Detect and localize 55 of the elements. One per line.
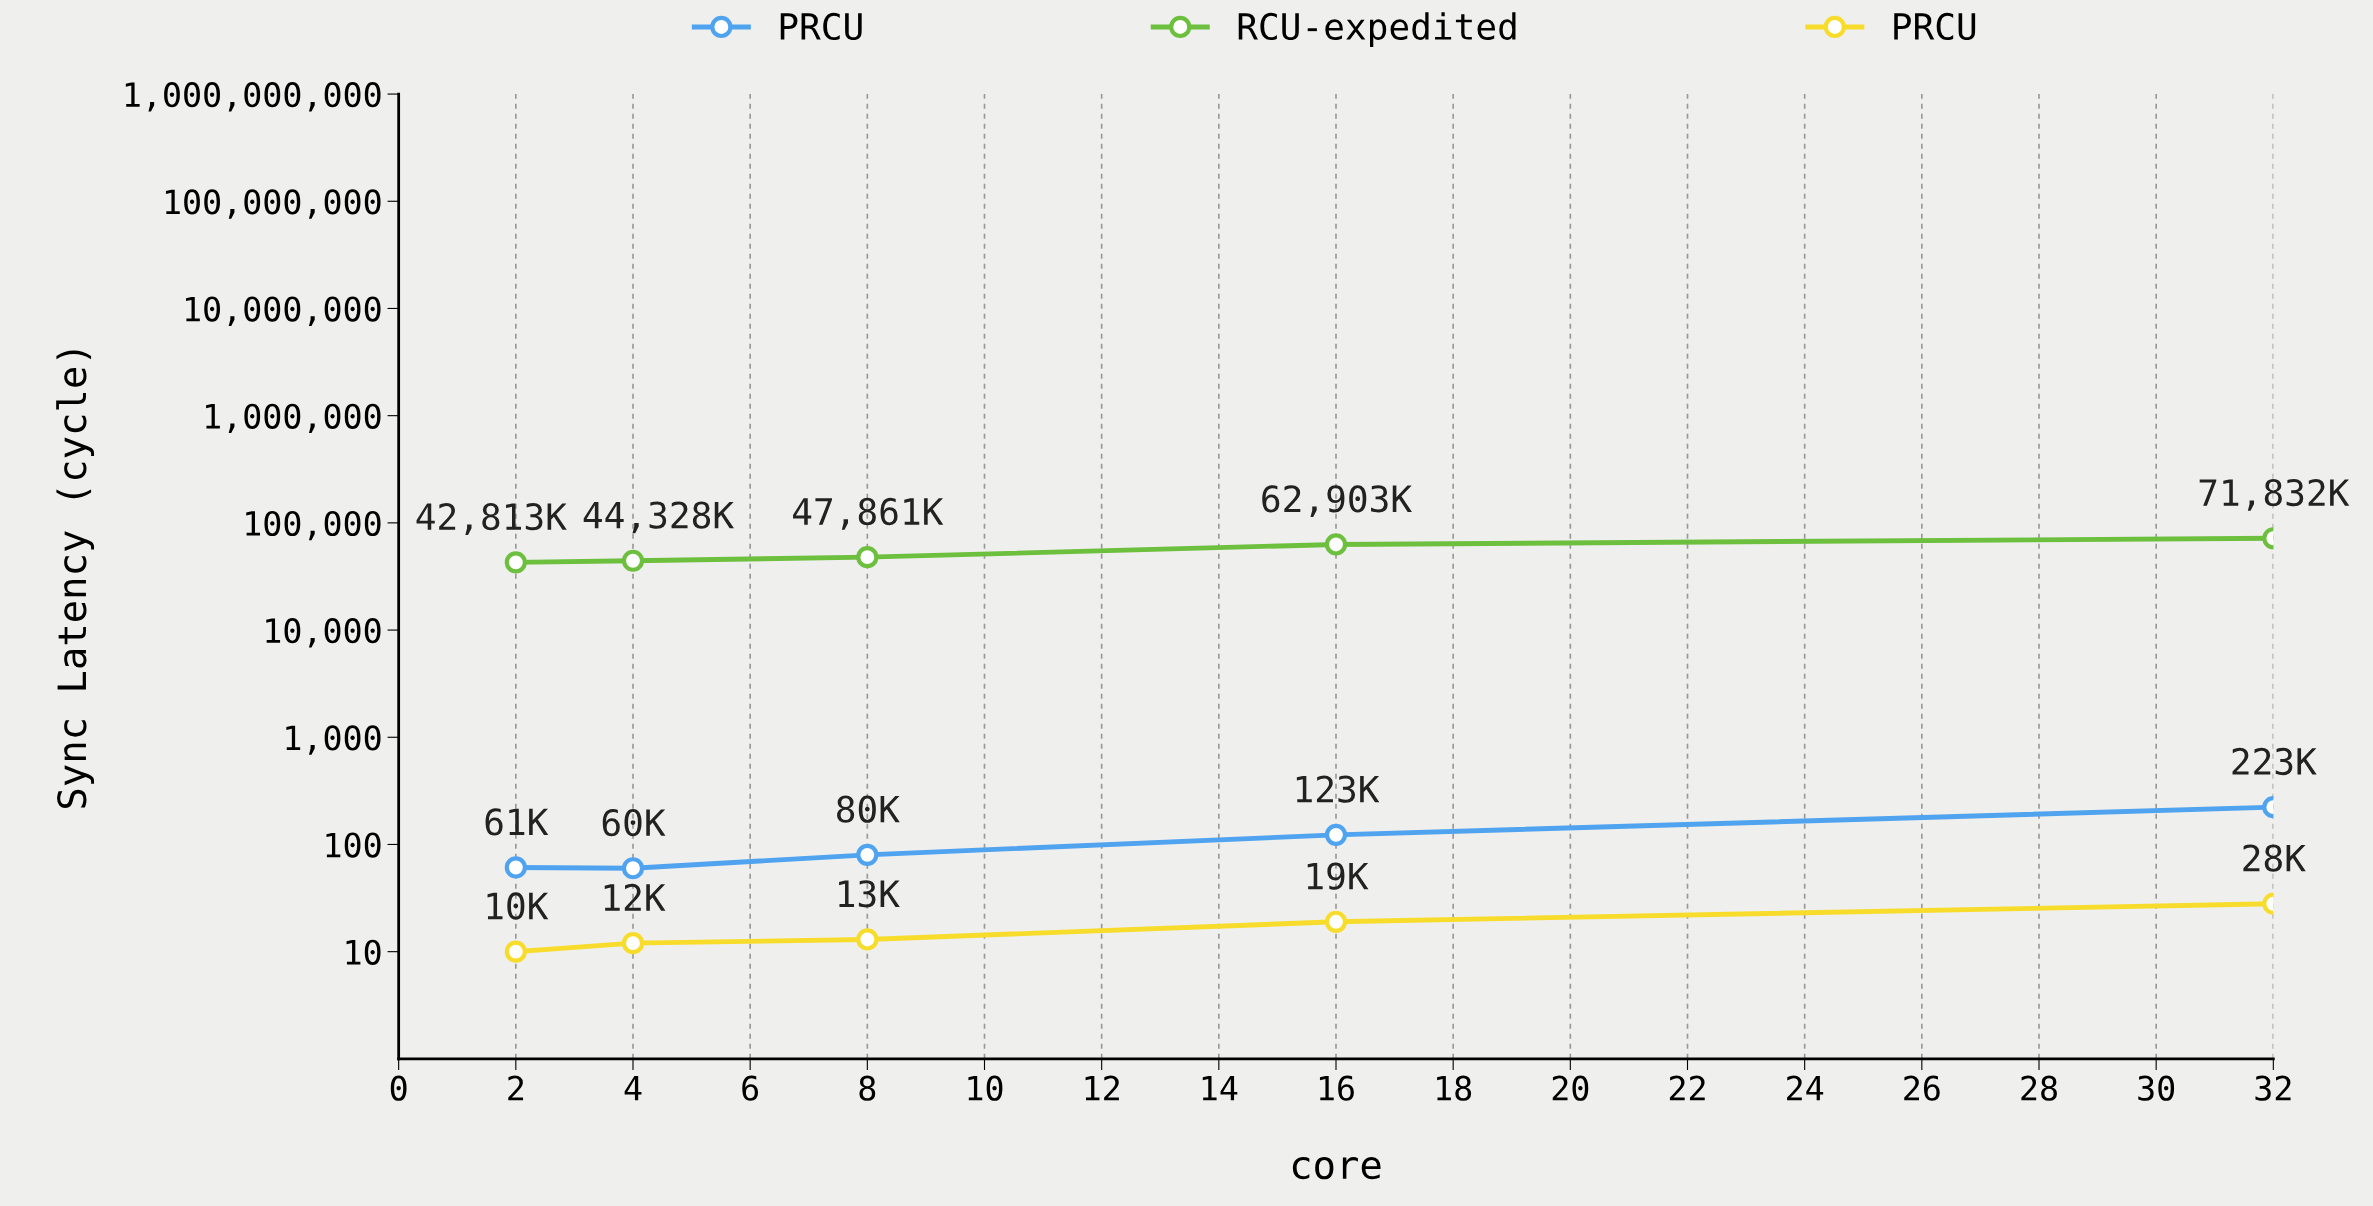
point xyxy=(856,843,879,866)
point xyxy=(504,940,527,963)
y-tick-label: 10,000 xyxy=(266,618,381,648)
x-tick-label: 20 xyxy=(1552,1075,1589,1101)
data-label: 47,861K xyxy=(793,497,944,530)
y-tick-label: 100,000,000 xyxy=(165,189,381,219)
data-label: 71,832K xyxy=(2199,478,2350,511)
point xyxy=(504,551,527,574)
data-label: 44,328K xyxy=(583,501,734,534)
x-tick-label: 4 xyxy=(624,1076,642,1101)
data-label: 223K xyxy=(2232,747,2317,776)
x-tick-label: 16 xyxy=(1319,1075,1354,1101)
data-label: 13K xyxy=(839,880,900,908)
x-tick-label: 0 xyxy=(390,1075,407,1101)
data-label: 12K xyxy=(604,883,666,911)
y-tick-label: 100 xyxy=(326,832,381,858)
data-label: 28K xyxy=(2243,844,2306,872)
x-tick-label: 26 xyxy=(1904,1075,1940,1101)
data-label: 42,813K xyxy=(416,503,567,535)
x-tick-label: 8 xyxy=(859,1075,876,1101)
x-tick-label: 18 xyxy=(1437,1075,1472,1101)
x-tick-label: 14 xyxy=(1202,1076,1238,1101)
x-tick-label: 6 xyxy=(742,1075,759,1101)
data-label: 62,903K xyxy=(1262,485,1412,517)
legend-label: PRCU xyxy=(1894,12,1976,41)
x-tick-label: 22 xyxy=(1669,1075,1705,1101)
y-tick-label: 1,000,000,000 xyxy=(125,82,381,112)
y-tick-label: 10,000,000 xyxy=(186,296,381,326)
legend-label: PRCU xyxy=(780,12,862,41)
y-tick-label: 10 xyxy=(346,939,381,965)
point xyxy=(856,546,879,569)
x-tick-label: 2 xyxy=(508,1075,524,1101)
data-label: 60K xyxy=(602,808,666,837)
data-label: 10K xyxy=(487,892,549,920)
x-tick-label: 32 xyxy=(2255,1075,2291,1101)
point xyxy=(621,857,645,880)
x-axis-title: core xyxy=(1292,1156,1381,1180)
y-axis-title: Sync Latency (cycle) xyxy=(56,350,95,808)
data-label: 19K xyxy=(1307,862,1369,890)
point xyxy=(504,856,527,879)
legend-label: RCU-expedited xyxy=(1238,12,1516,48)
data-label: 61K xyxy=(485,808,549,836)
y-tick-label: 1,000,000 xyxy=(206,403,381,434)
point xyxy=(621,932,645,955)
data-label: 123K xyxy=(1296,775,1380,803)
y-tick-label: 100,000 xyxy=(246,510,381,541)
y-tick-label: 1,000 xyxy=(286,725,381,755)
x-tick-label: 28 xyxy=(2021,1075,2057,1101)
x-tick-label: 30 xyxy=(2138,1075,2175,1101)
point xyxy=(856,928,879,951)
point xyxy=(621,549,645,572)
x-tick-label: 12 xyxy=(1085,1075,1119,1101)
x-tick-label: 24 xyxy=(1787,1075,1824,1101)
x-tick-label: 10 xyxy=(968,1075,1003,1101)
data-label: 80K xyxy=(837,795,900,823)
